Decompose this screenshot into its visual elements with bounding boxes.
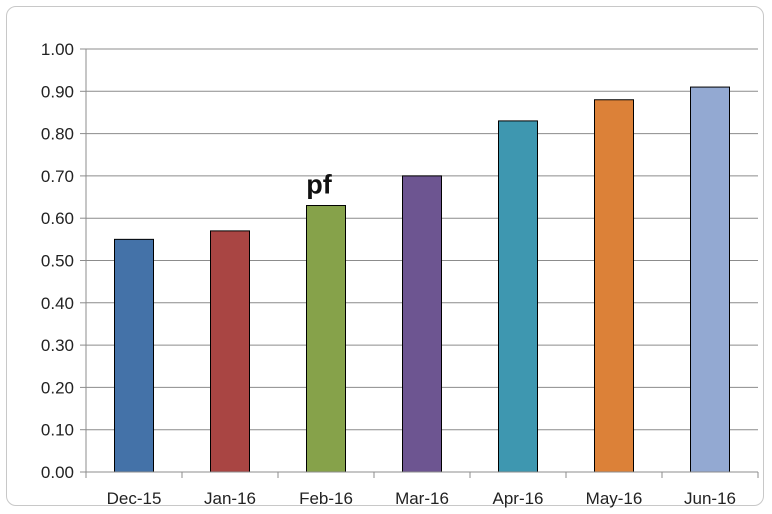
y-tick-label: 0.50	[41, 252, 74, 271]
y-tick-label: 0.10	[41, 421, 74, 440]
x-tick-labels: Dec-15 Jan-16 Feb-16 Mar-16 Apr-16 May-16 Jun-…	[107, 489, 736, 508]
y-tick-label: 0.20	[41, 378, 74, 397]
annotation-label: pf	[306, 170, 332, 200]
y-tick-label: 0.90	[41, 82, 74, 101]
x-tick-label: May-16	[586, 489, 643, 508]
y-tick-label: 0.40	[41, 294, 74, 313]
x-tick-label: Apr-16	[492, 489, 543, 508]
bar-jan-16	[210, 230, 250, 473]
bar-apr-16	[498, 120, 538, 473]
x-tick-label: Dec-15	[107, 489, 162, 508]
y-tick-labels: 0.00 0.10 0.20 0.30 0.40 0.50 0.60 0.70 0.80 0.90…	[41, 40, 74, 482]
bar-dec-15	[114, 238, 154, 473]
x-tick-label: Jan-16	[204, 489, 256, 508]
y-tick-label: 0.70	[41, 167, 74, 186]
bar-jun-16	[690, 86, 730, 473]
axes	[80, 48, 759, 478]
bars	[114, 86, 730, 473]
y-tick-label: 1.00	[41, 40, 74, 59]
gridlines	[86, 48, 758, 431]
y-tick-label: 0.80	[41, 125, 74, 144]
y-tick-label: 0.30	[41, 336, 74, 355]
x-tick-label: Feb-16	[299, 489, 353, 508]
x-tick-label: Mar-16	[395, 489, 449, 508]
bar-feb-16	[306, 205, 346, 473]
bar-mar-16	[402, 175, 442, 473]
y-tick-label: 0.60	[41, 209, 74, 228]
bar-may-16	[594, 99, 634, 473]
y-tick-label: 0.00	[41, 463, 74, 482]
annotations: pf	[306, 170, 332, 200]
x-tick-label: Jun-16	[684, 489, 736, 508]
